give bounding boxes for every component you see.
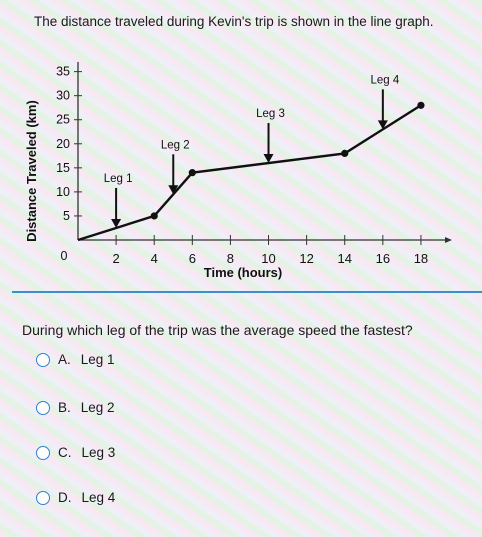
- choice-c[interactable]: C. Leg 3: [36, 445, 115, 460]
- y-tick-label: 5: [63, 209, 70, 223]
- origin-label: 0: [61, 249, 68, 263]
- chart-marks: [77, 89, 425, 242]
- x-tick-label: 8: [227, 251, 234, 266]
- leg-arrow-head: [377, 120, 388, 130]
- leg-label: Leg 2: [161, 139, 190, 151]
- line-graph: 2 4 6 8 10 12 14 16 18 5 10 15 20 25 30 35 0 Time (hours)…: [24, 62, 452, 280]
- leg-arrow-head: [168, 185, 179, 195]
- choice-a-letter: A.: [58, 352, 71, 367]
- chart-labels: 2 4 6 8 10 12 14 16 18 5 10 15 20 25 30 35 0 Time (hours)…: [24, 65, 428, 280]
- x-axis-title: Time (hours): [204, 265, 283, 280]
- choice-b-label: Leg 2: [80, 400, 115, 415]
- y-tick-label: 10: [56, 185, 70, 199]
- radio-button-c[interactable]: [36, 445, 50, 460]
- choice-b[interactable]: B. Leg 2: [36, 400, 115, 415]
- x-tick-label: 16: [376, 251, 390, 266]
- leg-label: Leg 4: [370, 74, 399, 86]
- choice-c-label: Leg 3: [81, 445, 116, 460]
- choice-c-letter: C.: [58, 445, 72, 460]
- choice-a[interactable]: A. Leg 1: [36, 352, 115, 367]
- choice-b-letter: B.: [58, 400, 71, 415]
- y-tick-label: 35: [56, 65, 70, 79]
- choice-d-label: Leg 4: [81, 490, 116, 505]
- x-tick-label: 10: [261, 251, 275, 266]
- y-tick-label: 20: [56, 137, 70, 151]
- divider: [12, 291, 482, 293]
- radio-button-b[interactable]: [36, 400, 50, 415]
- x-tick-label: 6: [189, 251, 196, 266]
- leg-label: Leg 1: [104, 173, 133, 185]
- x-tick-label: 4: [151, 251, 158, 266]
- y-tick-label: 25: [56, 113, 70, 127]
- y-axis-title: Distance Traveled (km): [24, 100, 39, 242]
- data-point: [341, 149, 349, 158]
- x-axis-arrow: [445, 237, 452, 243]
- choice-d-letter: D.: [58, 490, 72, 505]
- question-text: During which leg of the trip was the ave…: [22, 322, 413, 338]
- y-tick-label: 30: [56, 89, 70, 103]
- radio-button-d[interactable]: [36, 490, 50, 505]
- x-tick-label: 18: [414, 251, 428, 266]
- x-tick-label: 12: [299, 251, 313, 266]
- choice-d[interactable]: D. Leg 4: [36, 490, 115, 505]
- axes: [74, 62, 452, 245]
- data-point: [188, 169, 196, 177]
- leg-arrow-head: [111, 218, 122, 228]
- leg-arrow-head: [263, 154, 274, 164]
- x-tick-label: 2: [112, 251, 119, 266]
- x-tick-label: 14: [338, 251, 352, 266]
- data-point: [150, 212, 158, 220]
- data-point: [417, 101, 425, 109]
- question-prompt: The distance traveled during Kevin's tri…: [34, 14, 434, 29]
- leg-label: Leg 3: [256, 108, 285, 120]
- y-tick-label: 15: [56, 161, 70, 175]
- choice-a-label: Leg 1: [80, 352, 115, 367]
- radio-button-a[interactable]: [36, 352, 50, 367]
